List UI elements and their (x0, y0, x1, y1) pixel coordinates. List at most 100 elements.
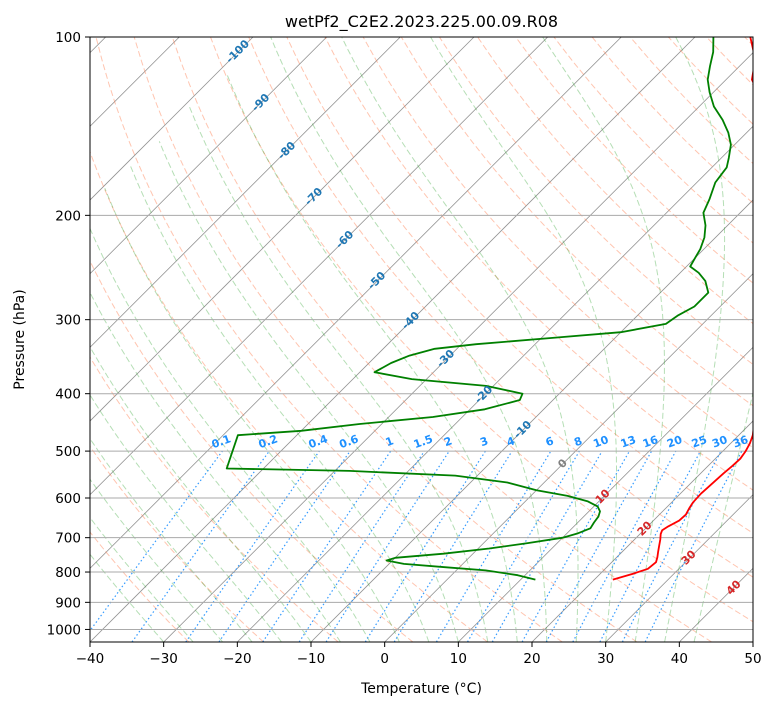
x-tick-label: 30 (597, 651, 614, 667)
dry-adiabat (171, 37, 712, 642)
moist-adiabat (90, 516, 194, 642)
dry-adiabat (90, 356, 339, 642)
isotherm-line (458, 346, 753, 642)
moist-adiabat (104, 188, 400, 642)
moist-adiabat (90, 478, 223, 642)
mixing-ratio-label: 0.2 (257, 432, 280, 451)
mixing-ratio-label: 2 (442, 434, 454, 449)
mixing-ratio-label: 0.1 (210, 432, 233, 451)
y-tick-label: 100 (55, 30, 81, 46)
mixing-ratio-label: 1 (384, 434, 396, 449)
mixing-ratio-line (572, 450, 677, 642)
dry-adiabat (95, 37, 563, 642)
y-tick-label: 1000 (47, 622, 81, 638)
isotherm-line (90, 37, 401, 348)
moist-adiabat (341, 37, 579, 642)
mixing-ratio-line (131, 450, 270, 642)
isotherm-line (90, 37, 327, 275)
mixing-ratio-line (262, 450, 392, 642)
x-tick-label: −30 (149, 651, 178, 667)
isotherm-line (90, 37, 475, 422)
y-tick-label: 400 (55, 387, 81, 403)
mixing-ratio-label: 8 (572, 434, 584, 449)
mixing-ratio-line (435, 450, 552, 642)
dry-adiabat (248, 37, 753, 578)
y-tick-label: 200 (55, 208, 81, 224)
dry-adiabat (210, 37, 753, 623)
isotherm-label: 30 (679, 547, 699, 567)
dry-adiabat (90, 259, 414, 642)
x-tick-label: 20 (523, 651, 540, 667)
moist-adiabat (664, 37, 726, 642)
mixing-ratio-label: 3 (478, 434, 490, 449)
isotherm-line (605, 494, 753, 642)
dry-adiabat (706, 37, 753, 86)
temperature-line (612, 37, 753, 581)
mixing-ratio-line (298, 450, 425, 642)
isotherm-line (531, 420, 753, 642)
mixing-ratio-line (545, 450, 653, 642)
x-tick-label: −20 (223, 651, 252, 667)
mixing-ratio-label: 20 (665, 433, 684, 451)
isotherm-line (752, 641, 753, 642)
x-tick-label: 10 (450, 651, 467, 667)
mixing-ratio-label: 4 (505, 434, 517, 449)
isotherm-label: 10 (593, 486, 613, 506)
moist-adiabat (430, 37, 617, 642)
dry-adiabat (90, 150, 488, 642)
dry-adiabat (515, 37, 753, 284)
x-tick-label: −40 (76, 651, 105, 667)
dry-adiabat (90, 445, 264, 642)
mixing-ratio-line (644, 450, 743, 642)
isotherm-line (310, 199, 753, 642)
dry-adiabat (286, 37, 753, 534)
y-tick-label: 500 (55, 444, 81, 460)
isotherm-label: -30 (434, 347, 457, 370)
isotherm-line (90, 37, 254, 201)
x-tick-label: −10 (297, 651, 326, 667)
mixing-ratio-line (90, 450, 223, 632)
isotherm-line (163, 52, 753, 642)
background-lines (90, 37, 753, 642)
mixing-ratio-label: 36 (731, 433, 750, 451)
mixing-ratio-label: 1.5 (412, 432, 435, 451)
dry-adiabat (668, 37, 753, 125)
isotherm-line (384, 273, 753, 642)
mixing-ratio-label: 0.4 (307, 432, 330, 451)
mixing-ratio-line (218, 450, 351, 642)
moist-adiabat (90, 291, 341, 642)
y-axis-label: Pressure (hPa) (12, 289, 28, 389)
moist-adiabat (129, 165, 430, 642)
moist-adiabat (270, 37, 548, 642)
y-tick-label: 800 (55, 565, 81, 581)
chart-title: wetPf2_C2E2.2023.225.00.09.R08 (285, 12, 558, 32)
moist-adiabat (225, 72, 518, 642)
y-tick-label: 600 (55, 491, 81, 507)
dry-adiabat (553, 37, 753, 244)
dewpoint-line (225, 37, 732, 581)
moist-adiabat (90, 345, 312, 642)
plot-frame (89, 36, 754, 643)
moist-adiabat (542, 37, 665, 642)
axes: −40 −30 −20 −10 0 10 20 30 40 5010020030040050060… (47, 30, 762, 667)
mixing-ratio-label: 25 (690, 433, 709, 450)
mixing-ratio-line (325, 450, 450, 642)
isoline-labels: -100-90-80-70-60-50-40-30-20-10010203040… (210, 37, 751, 598)
y-tick-label: 700 (55, 531, 81, 547)
isotherm-label: -10 (511, 418, 534, 441)
x-axis-label: Temperature (°C) (360, 681, 482, 697)
profile-lines (225, 37, 753, 581)
mixing-ratio-label: 0.6 (338, 432, 361, 451)
moist-adiabat (188, 104, 489, 642)
dry-adiabat (133, 37, 638, 642)
isotherm-label: -100 (223, 37, 252, 66)
moist-adiabat (158, 141, 459, 642)
x-tick-label: 50 (744, 651, 761, 667)
isotherm-label: -70 (302, 185, 325, 208)
dry-adiabat (744, 37, 753, 47)
x-tick-label: 40 (671, 651, 688, 667)
isotherm-label: 20 (635, 518, 655, 538)
y-tick-label: 300 (55, 313, 81, 329)
